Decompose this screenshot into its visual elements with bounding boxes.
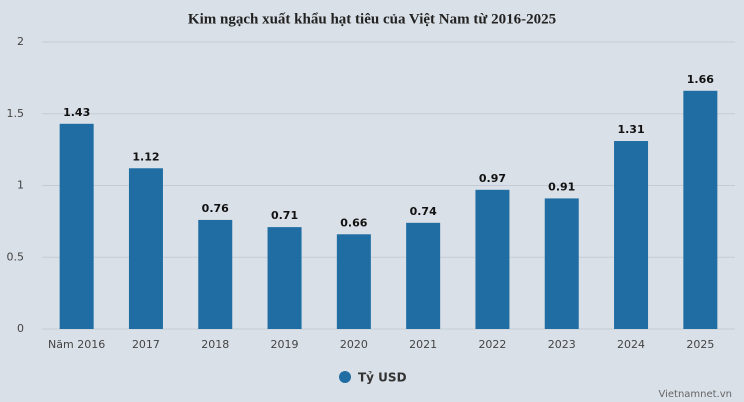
legend-marker bbox=[339, 371, 351, 383]
bar bbox=[59, 123, 94, 329]
data-label: 0.97 bbox=[479, 172, 506, 185]
bar bbox=[475, 189, 510, 329]
data-label: 1.43 bbox=[63, 106, 90, 119]
x-tick-label: 2017 bbox=[132, 338, 160, 351]
y-tick-label: 0.5 bbox=[7, 250, 25, 263]
bar bbox=[336, 234, 371, 329]
y-tick-label: 2 bbox=[17, 35, 24, 48]
x-tick-label: 2023 bbox=[548, 338, 576, 351]
y-tick-label: 0 bbox=[17, 322, 24, 335]
chart-title: Kim ngạch xuất khẩu hạt tiêu của Việt Na… bbox=[188, 11, 556, 27]
bar bbox=[544, 198, 579, 329]
bar bbox=[683, 90, 718, 329]
legend-label: Tỷ USD bbox=[358, 371, 407, 385]
x-tick-label: 2020 bbox=[340, 338, 368, 351]
data-label: 0.71 bbox=[271, 209, 298, 222]
x-tick-label: 2019 bbox=[271, 338, 299, 351]
data-label: 0.76 bbox=[202, 202, 229, 215]
data-label: 1.31 bbox=[617, 123, 644, 136]
data-label: 1.66 bbox=[687, 73, 714, 86]
data-label: 0.66 bbox=[340, 216, 367, 229]
bar bbox=[614, 141, 649, 329]
x-tick-label: 2024 bbox=[617, 338, 645, 351]
x-tick-label: 2025 bbox=[686, 338, 714, 351]
source: Vietnamnet.vn bbox=[658, 389, 732, 400]
x-tick-label: 2021 bbox=[409, 338, 437, 351]
bar bbox=[267, 227, 302, 329]
y-tick-label: 1 bbox=[17, 179, 24, 192]
x-tick-label: Năm 2016 bbox=[48, 338, 105, 351]
y-tick-label: 1.5 bbox=[7, 107, 25, 120]
data-label: 0.91 bbox=[548, 180, 575, 193]
data-label: 1.12 bbox=[132, 150, 159, 163]
x-tick-label: 2022 bbox=[478, 338, 506, 351]
bar bbox=[198, 219, 233, 329]
x-tick-label: 2018 bbox=[201, 338, 229, 351]
data-label: 0.74 bbox=[410, 205, 437, 218]
bar bbox=[406, 222, 441, 329]
bar bbox=[128, 168, 163, 329]
